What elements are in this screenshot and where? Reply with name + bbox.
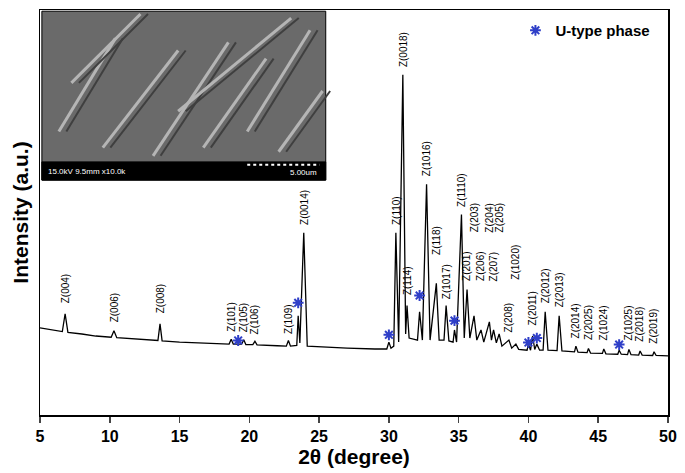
svg-text:45: 45 [589,428,607,445]
svg-text:5: 5 [36,428,45,445]
svg-text:Z(1017): Z(1017) [441,264,452,299]
svg-text:Z(1016): Z(1016) [421,141,432,176]
svg-text:35: 35 [450,428,468,445]
svg-text:Z(205): Z(205) [494,203,505,232]
svg-text:Z(2025): Z(2025) [583,305,594,340]
svg-text:20: 20 [240,428,258,445]
svg-text:Z(0014): Z(0014) [299,190,310,225]
svg-text:Z(1024): Z(1024) [598,305,609,340]
svg-text:Z(106): Z(106) [249,305,260,334]
svg-text:Z(208): Z(208) [503,303,514,332]
svg-text:Z(2019): Z(2019) [648,309,659,344]
svg-text:Z(008): Z(008) [155,284,166,313]
svg-text:50: 50 [659,428,677,445]
svg-text:Z(110): Z(110) [391,196,402,225]
svg-text:Z(206): Z(206) [475,251,486,280]
svg-text:Z(109): Z(109) [283,304,294,333]
svg-text:Intensity (a.u.): Intensity (a.u.) [9,141,32,283]
svg-text:Z(006): Z(006) [109,293,120,322]
svg-text:U-type phase: U-type phase [555,22,649,39]
svg-text:Z(114): Z(114) [402,266,413,295]
svg-text:Z(105): Z(105) [238,303,249,332]
svg-text:Z(201): Z(201) [461,251,472,280]
svg-text:Z(2014): Z(2014) [570,303,581,338]
svg-text:15.0kV 9.5mm x10.0k: 15.0kV 9.5mm x10.0k [48,167,126,176]
svg-text:2θ (degree): 2θ (degree) [298,445,410,468]
svg-text:Z(1025): Z(1025) [623,306,634,341]
svg-text:10: 10 [101,428,119,445]
svg-text:Z(0018): Z(0018) [398,32,409,67]
svg-text:Z(004): Z(004) [60,274,71,303]
svg-text:Z(2013): Z(2013) [554,272,565,307]
svg-text:5.00um: 5.00um [290,168,317,177]
svg-text:Z(2018): Z(2018) [634,307,645,342]
svg-text:Z(101): Z(101) [226,302,237,331]
svg-text:Z(203): Z(203) [469,203,480,232]
svg-text:40: 40 [520,428,538,445]
svg-text:Z(2011): Z(2011) [527,291,538,325]
svg-text:Z(118): Z(118) [431,226,442,255]
svg-text:25: 25 [310,428,328,445]
svg-text:Z(2012): Z(2012) [540,268,551,303]
svg-text:30: 30 [380,428,398,445]
svg-text:15: 15 [171,428,189,445]
svg-text:Z(207): Z(207) [488,252,499,281]
svg-text:Z(204): Z(204) [484,203,495,232]
svg-text:Z(1110): Z(1110) [456,173,467,207]
svg-text:Z(1020): Z(1020) [510,245,521,280]
